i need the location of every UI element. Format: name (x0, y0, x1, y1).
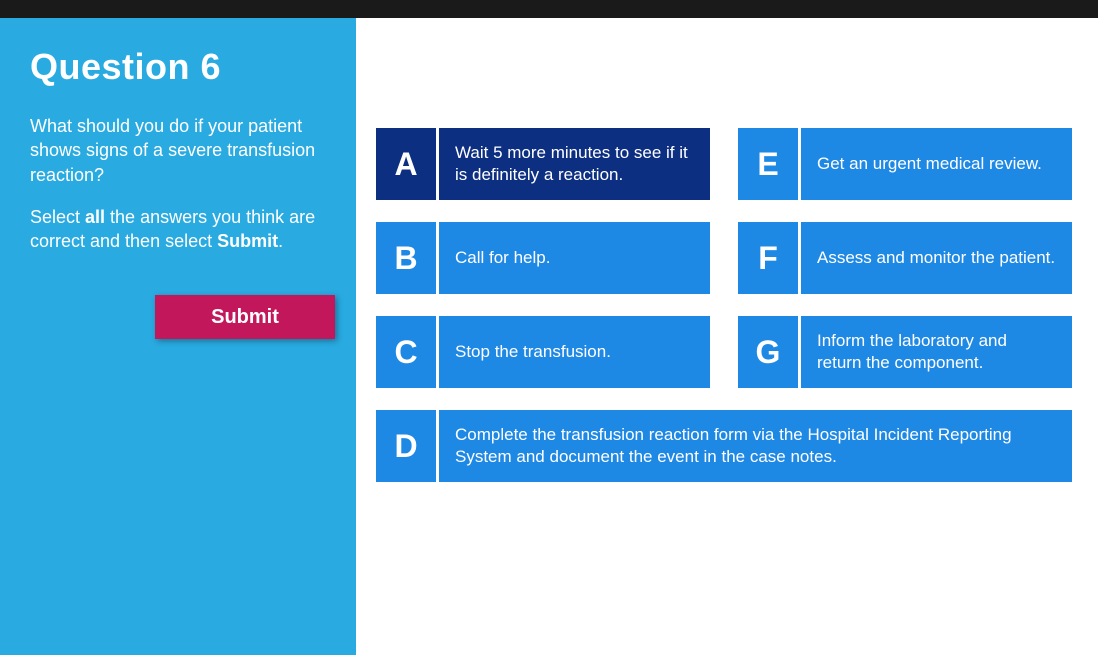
option-text: Wait 5 more minutes to see if it is defi… (439, 128, 710, 200)
options-area: A Wait 5 more minutes to see if it is de… (356, 18, 1098, 655)
option-text: Stop the transfusion. (439, 316, 710, 388)
option-c[interactable]: C Stop the transfusion. (376, 316, 710, 388)
option-letter: F (738, 222, 798, 294)
content-wrap: Question 6 What should you do if your pa… (0, 18, 1098, 655)
option-text: Inform the laboratory and return the com… (801, 316, 1072, 388)
options-rows: A Wait 5 more minutes to see if it is de… (376, 128, 1078, 482)
question-title: Question 6 (30, 46, 326, 88)
option-d[interactable]: D Complete the transfusion reaction form… (376, 410, 1072, 482)
instr-text: Select (30, 207, 85, 227)
instr-bold-submit: Submit (217, 231, 278, 251)
option-f[interactable]: F Assess and monitor the patient. (738, 222, 1072, 294)
option-text: Assess and monitor the patient. (801, 222, 1072, 294)
option-letter: C (376, 316, 436, 388)
option-text: Call for help. (439, 222, 710, 294)
options-row-3: C Stop the transfusion. G Inform the lab… (376, 316, 1078, 388)
options-row-4: D Complete the transfusion reaction form… (376, 410, 1078, 482)
options-row-1: A Wait 5 more minutes to see if it is de… (376, 128, 1078, 200)
question-sidebar: Question 6 What should you do if your pa… (0, 18, 356, 655)
option-e[interactable]: E Get an urgent medical review. (738, 128, 1072, 200)
option-letter: B (376, 222, 436, 294)
options-row-2: B Call for help. F Assess and monitor th… (376, 222, 1078, 294)
option-g[interactable]: G Inform the laboratory and return the c… (738, 316, 1072, 388)
question-instruction: Select all the answers you think are cor… (30, 205, 326, 254)
question-prompt: What should you do if your patient shows… (30, 114, 326, 187)
submit-button[interactable]: Submit (155, 295, 335, 339)
option-letter: E (738, 128, 798, 200)
instr-text: . (278, 231, 283, 251)
option-a[interactable]: A Wait 5 more minutes to see if it is de… (376, 128, 710, 200)
option-letter: A (376, 128, 436, 200)
option-b[interactable]: B Call for help. (376, 222, 710, 294)
window-topbar (0, 0, 1098, 18)
option-letter: D (376, 410, 436, 482)
option-text: Complete the transfusion reaction form v… (439, 410, 1072, 482)
instr-bold-all: all (85, 207, 105, 227)
option-letter: G (738, 316, 798, 388)
option-text: Get an urgent medical review. (801, 128, 1072, 200)
